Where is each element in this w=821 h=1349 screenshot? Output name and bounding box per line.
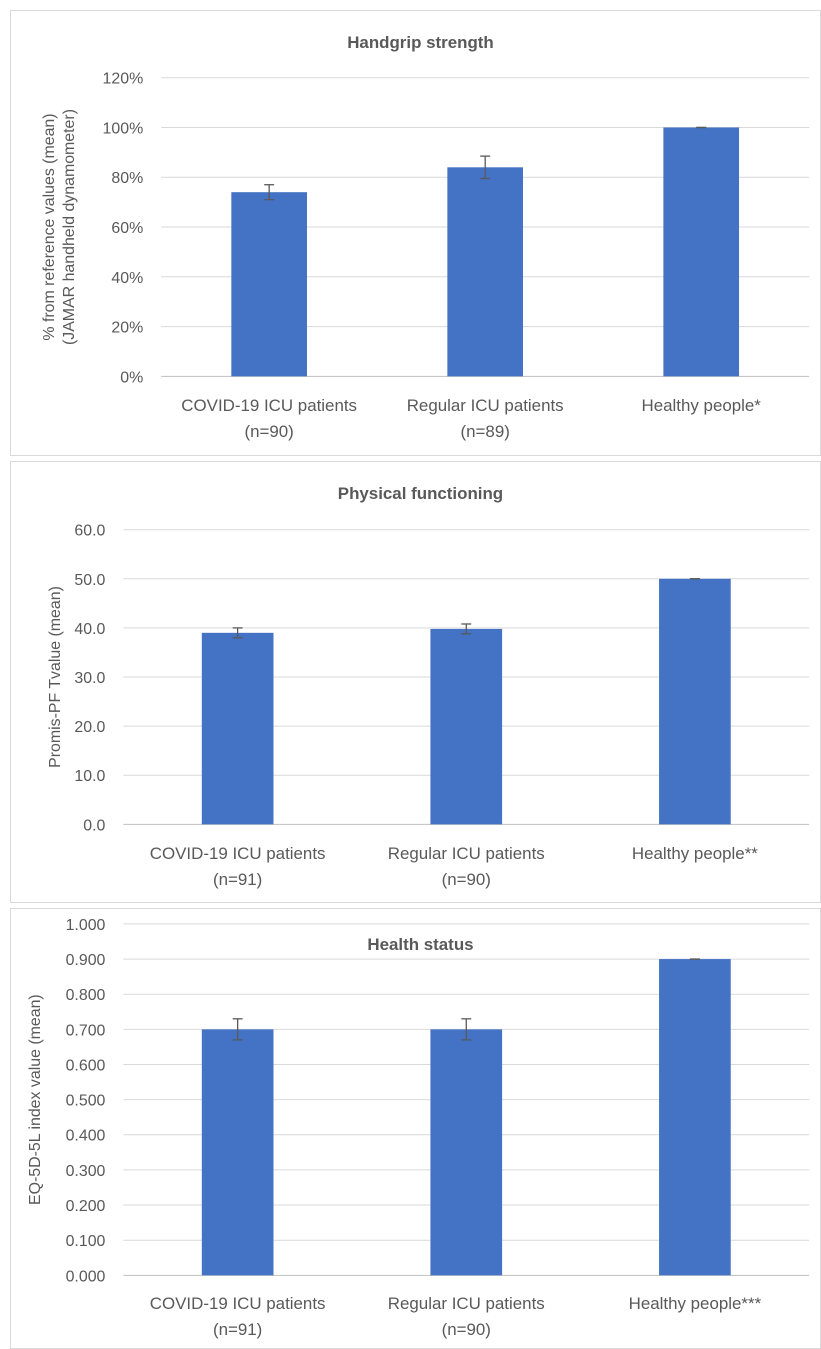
y-tick-label: 0.700 xyxy=(66,1022,106,1039)
y-axis-title: (JAMAR handheld dynamometer) xyxy=(61,109,78,345)
y-tick-label: 60.0 xyxy=(74,523,105,540)
chart-title: Health status xyxy=(367,935,473,954)
y-tick-label: 0.300 xyxy=(66,1163,106,1180)
x-category-label: COVID-19 ICU patients xyxy=(150,844,326,863)
chart-title: Physical functioning xyxy=(338,484,503,503)
y-tick-label: 40% xyxy=(111,270,143,287)
bar xyxy=(430,628,503,825)
x-category-label: (n=90) xyxy=(442,870,491,889)
x-category-label: (n=90) xyxy=(442,1320,491,1339)
y-tick-label: 100% xyxy=(103,120,144,137)
bar xyxy=(659,578,731,825)
bar xyxy=(659,959,731,1276)
chart-title: Handgrip strength xyxy=(347,33,494,52)
y-tick-label: 20% xyxy=(111,320,143,337)
y-tick-label: 50.0 xyxy=(74,572,105,589)
bar xyxy=(231,192,307,377)
x-category-label: Healthy people*** xyxy=(629,1294,762,1313)
y-tick-label: 1.000 xyxy=(66,917,106,934)
bar xyxy=(201,1029,274,1276)
bar xyxy=(447,167,524,377)
x-category-label: Healthy people* xyxy=(642,396,762,415)
y-tick-label: 30.0 xyxy=(74,670,105,687)
y-tick-label: 0.000 xyxy=(66,1268,106,1285)
physical-functioning-chart: Physical functioning 0.0 10.0 20.0 30.0 40.0 5… xyxy=(10,461,821,903)
x-category-label: COVID-19 ICU patients xyxy=(181,396,357,415)
x-category-label: COVID-19 ICU patients xyxy=(150,1294,326,1313)
y-axis-title: EQ-5D-5L index value (mean) xyxy=(27,994,44,1205)
x-category-label: (n=91) xyxy=(213,870,262,889)
y-tick-label: 10.0 xyxy=(74,768,105,785)
y-tick-label: 120% xyxy=(103,71,144,88)
health-status-chart: Health status 0.000 0.100 0.200 0.300 0.400 0.… xyxy=(10,908,821,1349)
bar xyxy=(663,127,740,377)
y-tick-label: 40.0 xyxy=(74,621,105,638)
x-category-label: (n=90) xyxy=(244,422,293,441)
y-tick-label: 0.100 xyxy=(66,1233,106,1250)
y-tick-label: 80% xyxy=(111,170,143,187)
health-status-plot: Health status 0.000 0.100 0.200 0.300 0.400 0.… xyxy=(27,917,810,1339)
y-tick-label: 0.200 xyxy=(66,1198,106,1215)
handgrip-strength-plot: Handgrip strength 0% 20% 40% 60% 80% 100% 120%%… xyxy=(41,33,810,441)
y-tick-label: 0.900 xyxy=(66,952,106,969)
x-category-label: (n=89) xyxy=(461,422,510,441)
y-axis-title: % from reference values (mean) xyxy=(41,113,58,340)
y-tick-label: 0.400 xyxy=(66,1128,106,1145)
y-tick-label: 0.800 xyxy=(66,987,106,1004)
y-tick-label: 0% xyxy=(120,369,143,386)
x-category-label: Healthy people** xyxy=(632,844,758,863)
x-category-label: (n=91) xyxy=(213,1320,262,1339)
handgrip-strength-chart: Handgrip strength 0% 20% 40% 60% 80% 100% 120%%… xyxy=(10,10,821,456)
x-category-label: Regular ICU patients xyxy=(407,396,564,415)
y-tick-label: 0.600 xyxy=(66,1057,106,1074)
bar xyxy=(201,632,274,825)
y-tick-label: 20.0 xyxy=(74,719,105,736)
y-tick-label: 0.0 xyxy=(83,817,105,834)
y-axis-title: Promis-PF Tvalue (mean) xyxy=(47,586,64,768)
physical-functioning-plot: Physical functioning 0.0 10.0 20.0 30.0 40.0 5… xyxy=(47,484,810,889)
y-tick-label: 60% xyxy=(111,220,143,237)
x-category-label: Regular ICU patients xyxy=(388,844,545,863)
bar xyxy=(430,1029,503,1276)
y-tick-label: 0.500 xyxy=(66,1093,106,1110)
x-category-label: Regular ICU patients xyxy=(388,1294,545,1313)
